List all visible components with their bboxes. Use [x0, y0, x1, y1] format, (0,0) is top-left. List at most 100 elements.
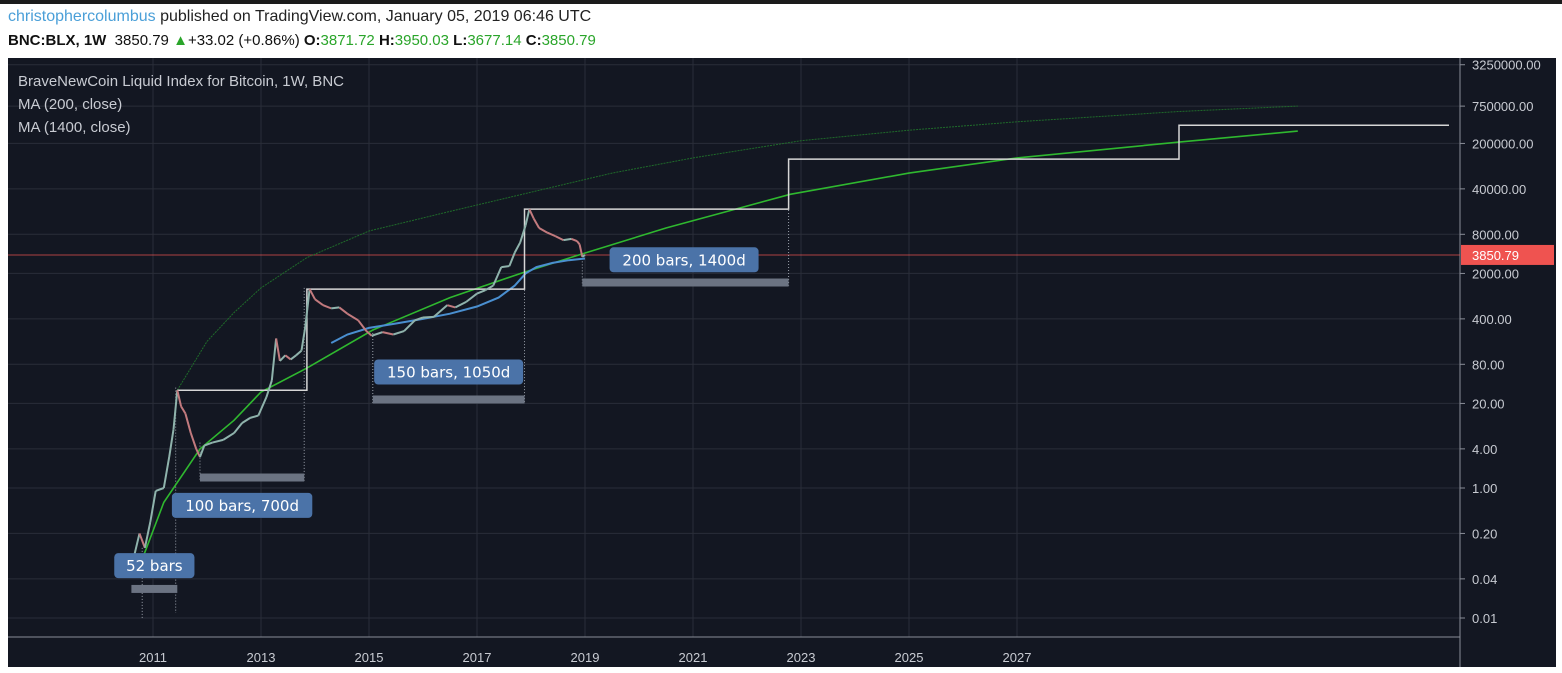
measure-label: 200 bars, 1400d: [622, 251, 745, 269]
y-tick-label: 40000.00: [1472, 182, 1526, 197]
price-segment: [275, 338, 281, 362]
price-segment: [308, 288, 316, 300]
price-segment: [492, 266, 503, 286]
y-tick-label: 8000.00: [1472, 227, 1519, 242]
chart-background: [8, 58, 1556, 667]
price-segment: [284, 354, 292, 361]
y-tick-label: 20.00: [1472, 396, 1505, 411]
price-segment: [554, 235, 564, 242]
price-segment: [149, 490, 157, 523]
measure-bar: [582, 278, 789, 287]
last-price: 3850.79: [114, 32, 169, 49]
y-tick-label: 80.00: [1472, 357, 1505, 372]
close-label: C:: [525, 32, 542, 49]
close-value: 3850.79: [541, 32, 596, 49]
high-value: 3950.03: [394, 32, 449, 49]
y-tick-label: 400.00: [1472, 312, 1512, 327]
step-projection-line: [177, 124, 1449, 391]
low-value: 3677.14: [467, 32, 522, 49]
price-segment: [528, 208, 535, 219]
measure-label: 100 bars, 700d: [185, 497, 299, 515]
y-tick-label: 4.00: [1472, 442, 1497, 457]
price-segment: [346, 312, 359, 322]
price-segment: [476, 289, 486, 295]
measure-label-box: [114, 553, 195, 579]
price-segment: [447, 304, 456, 309]
price-segment: [513, 241, 522, 253]
top-bar: [0, 0, 1562, 4]
price-segment: [249, 414, 259, 419]
price-segment: [519, 225, 527, 243]
measure-label-box: [171, 492, 313, 518]
price-segment: [538, 227, 548, 234]
price-segment: [212, 438, 224, 444]
price-segment: [300, 326, 307, 351]
price-segment: [189, 432, 198, 450]
x-tick-label: 2019: [571, 650, 600, 665]
x-tick-label: 2017: [463, 650, 492, 665]
price-segment: [172, 390, 179, 430]
measure-label: 150 bars, 1050d: [387, 363, 510, 381]
price-segment: [257, 396, 268, 416]
x-tick-label: 2013: [247, 650, 276, 665]
price-segment: [176, 389, 183, 407]
price-segment: [571, 237, 578, 242]
price-segment: [290, 354, 297, 361]
y-tick-label: 2000.00: [1472, 266, 1519, 281]
price-segment: [265, 380, 273, 398]
price-segment: [304, 288, 311, 328]
price-segment: [546, 231, 556, 238]
triangle-up-icon: ▲: [173, 32, 188, 49]
price-segment: [162, 456, 171, 489]
price-segment: [365, 330, 373, 337]
open-label: O:: [303, 32, 321, 49]
ohlc-line: BNC:BLX, 1W 3850.79 ▲+33.02 (+0.86%) O:3…: [8, 32, 596, 49]
low-label: L:: [453, 32, 468, 49]
price-segment: [578, 244, 584, 258]
price-segment: [465, 292, 478, 303]
price-segment: [241, 417, 251, 424]
measure-label: 52 bars: [126, 557, 183, 575]
symbol: BNC:BLX, 1W: [8, 32, 107, 49]
price-segment: [581, 254, 586, 258]
ma200-line: [330, 257, 586, 344]
price-segment: [314, 298, 324, 306]
last-price-badge: [1461, 244, 1554, 265]
price-segment: [338, 306, 349, 315]
author-link[interactable]: christophercolumbus: [8, 8, 156, 25]
price-segment: [403, 319, 416, 332]
price-segment: [168, 429, 175, 458]
price-segment: [532, 218, 540, 229]
upper-curve-line: [176, 105, 1298, 391]
plot-area: 52 bars 100 bars, 700d 150 bars, 1050d 200 …: [8, 105, 1460, 618]
price-segment: [392, 330, 405, 336]
x-tick-label: 2027: [1003, 650, 1032, 665]
y-tick-label: 3250000.00: [1472, 58, 1541, 73]
price-segment: [371, 331, 383, 337]
price-segment: [382, 331, 394, 336]
price-segment: [433, 304, 448, 318]
x-tick-label: 2021: [679, 650, 708, 665]
ma1400-line: [141, 130, 1298, 560]
price-segment: [233, 422, 243, 434]
price-segment: [414, 316, 424, 322]
price-segment: [563, 237, 572, 242]
y-tick-label: 0.01: [1472, 611, 1497, 626]
publish-info: published on TradingView.com, January 05…: [160, 8, 592, 25]
legend-ma200[interactable]: MA (200, close): [18, 96, 123, 113]
y-tick-label: 0.20: [1472, 526, 1497, 541]
x-tick-label: 2011: [139, 650, 167, 665]
price-segment: [155, 487, 165, 492]
price-segment: [422, 315, 434, 319]
price-segment: [184, 413, 192, 434]
price-segment: [279, 354, 287, 362]
x-tick-label: 2023: [787, 650, 816, 665]
price-segment: [501, 265, 510, 269]
y-tick-label: 1.00: [1472, 481, 1497, 496]
y-tick-label: 0.04: [1472, 572, 1497, 587]
legend-ma1400[interactable]: MA (1400, close): [18, 119, 131, 136]
price-segment: [295, 349, 303, 357]
price-segment: [576, 240, 581, 245]
open-value: 3871.72: [320, 32, 375, 49]
